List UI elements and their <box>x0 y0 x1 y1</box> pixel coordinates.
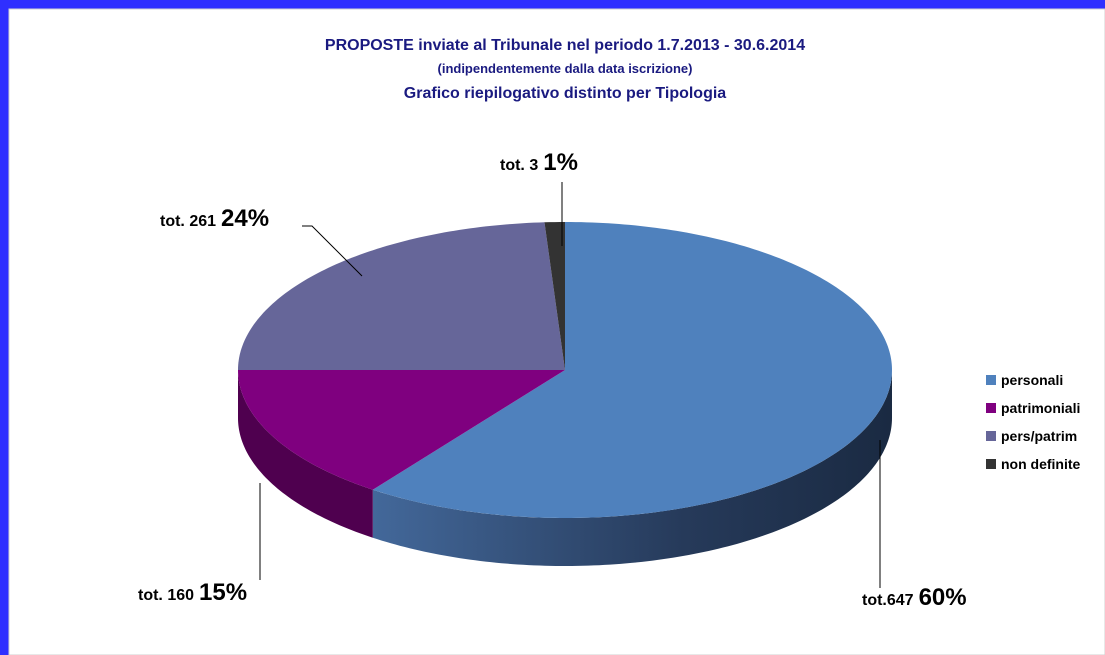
legend-label: pers/patrim <box>1001 428 1077 444</box>
slice <box>372 222 892 518</box>
data-label: tot. 3 1% <box>500 149 578 176</box>
count-label: tot. 3 <box>500 157 538 174</box>
legend-swatch <box>986 375 996 385</box>
legend-swatch <box>986 459 996 469</box>
count-label: tot. 261 <box>160 213 216 230</box>
count-label: tot. 160 <box>138 587 194 604</box>
legend-swatch <box>986 431 996 441</box>
percent-label: 15% <box>199 579 247 606</box>
data-label: tot. 261 24% <box>160 205 269 232</box>
legend-swatch <box>986 403 996 413</box>
data-label: tot. 160 15% <box>138 579 247 606</box>
legend-label: patrimoniali <box>1001 400 1080 416</box>
legend-label: personali <box>1001 372 1063 388</box>
legend-label: non definite <box>1001 456 1081 472</box>
data-label: tot.647 60% <box>862 584 967 611</box>
percent-label: 24% <box>221 205 269 232</box>
chart-title: PROPOSTE inviate al Tribunale nel period… <box>325 37 805 54</box>
slice-side <box>372 370 893 566</box>
leader-line <box>302 225 363 277</box>
slice <box>238 370 565 490</box>
percent-label: 1% <box>543 149 578 176</box>
count-label: tot.647 <box>862 592 914 609</box>
slice-side <box>238 370 373 538</box>
chart-subtitle: Grafico riepilogativo distinto per Tipol… <box>404 85 727 102</box>
percent-label: 60% <box>919 584 967 611</box>
chart-subtitle: (indipendentemente dalla data iscrizione… <box>438 61 693 76</box>
slice <box>238 222 565 370</box>
slice <box>544 222 565 370</box>
